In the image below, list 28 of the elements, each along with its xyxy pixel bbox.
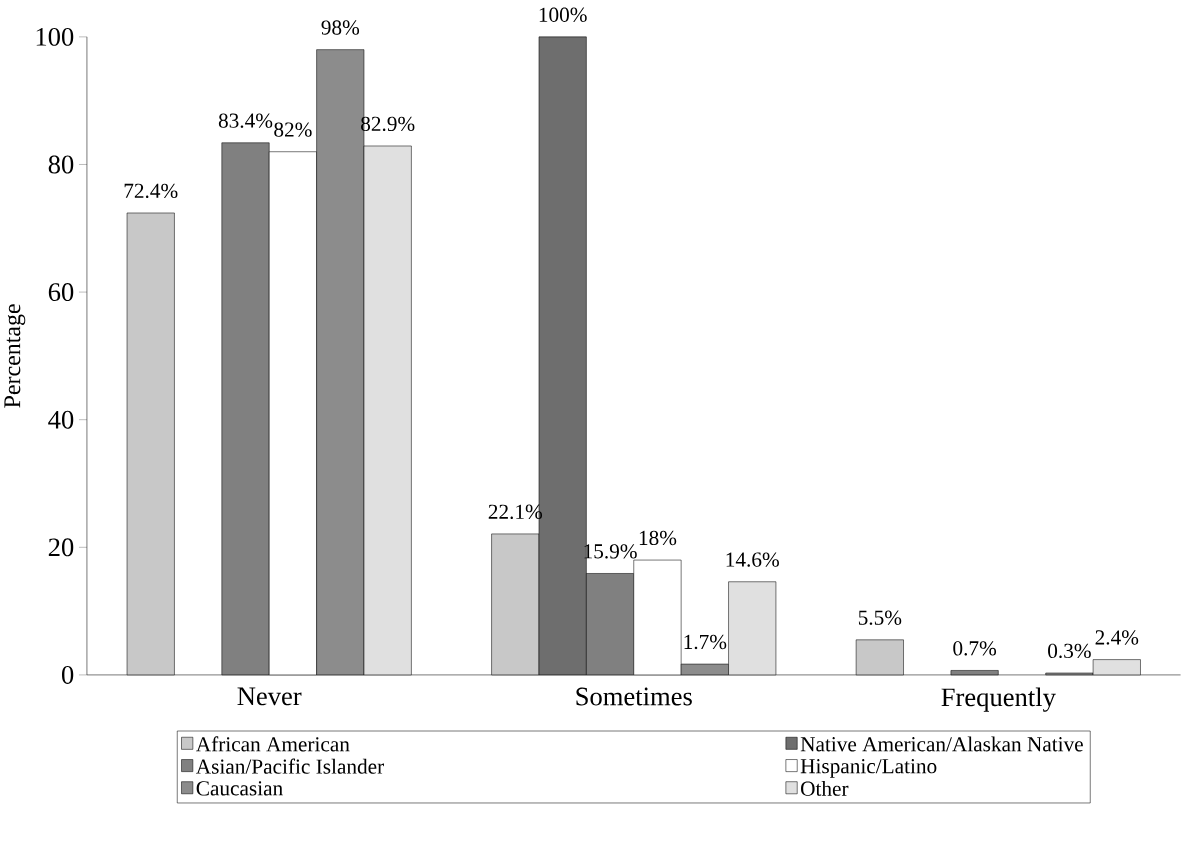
legend-label: Other — [801, 780, 849, 796]
y-tick-label: 20 — [48, 538, 74, 557]
x-tick-label: Sometimes — [576, 687, 692, 706]
x-tick-label: Never — [237, 687, 302, 706]
legend-label: Native American/Alaskan Native — [800, 736, 1083, 752]
data-label: 1.7% — [684, 634, 727, 649]
data-label: 72.4% — [124, 183, 178, 198]
data-label: 2.4% — [1095, 630, 1139, 645]
data-label: 83.4% — [218, 113, 273, 128]
y-tick-label: 100 — [36, 27, 74, 46]
legend-label: Hispanic/Latino — [800, 758, 937, 778]
y-tick-label: 80 — [48, 155, 74, 174]
legend-label: Caucasian — [196, 781, 283, 796]
y-tick-label: 40 — [48, 410, 74, 429]
x-tick-label: Frequently — [941, 687, 1056, 712]
data-label: 98% — [321, 20, 360, 35]
y-tick-label: 0 — [61, 665, 74, 684]
data-label: 14.6% — [726, 552, 779, 567]
data-label: 82% — [274, 122, 312, 137]
data-label: 0.3% — [1048, 643, 1091, 658]
data-label: 5.5% — [858, 610, 902, 625]
legend-label: Asian/Pacific Islander — [195, 758, 385, 774]
data-label: 100% — [539, 7, 587, 22]
y-tick-label: 60 — [48, 282, 74, 301]
data-label: 18% — [639, 530, 677, 545]
legend-label: African American — [195, 736, 350, 752]
y-axis-title: Percentage — [4, 304, 26, 408]
data-label: 0.7% — [953, 640, 997, 656]
